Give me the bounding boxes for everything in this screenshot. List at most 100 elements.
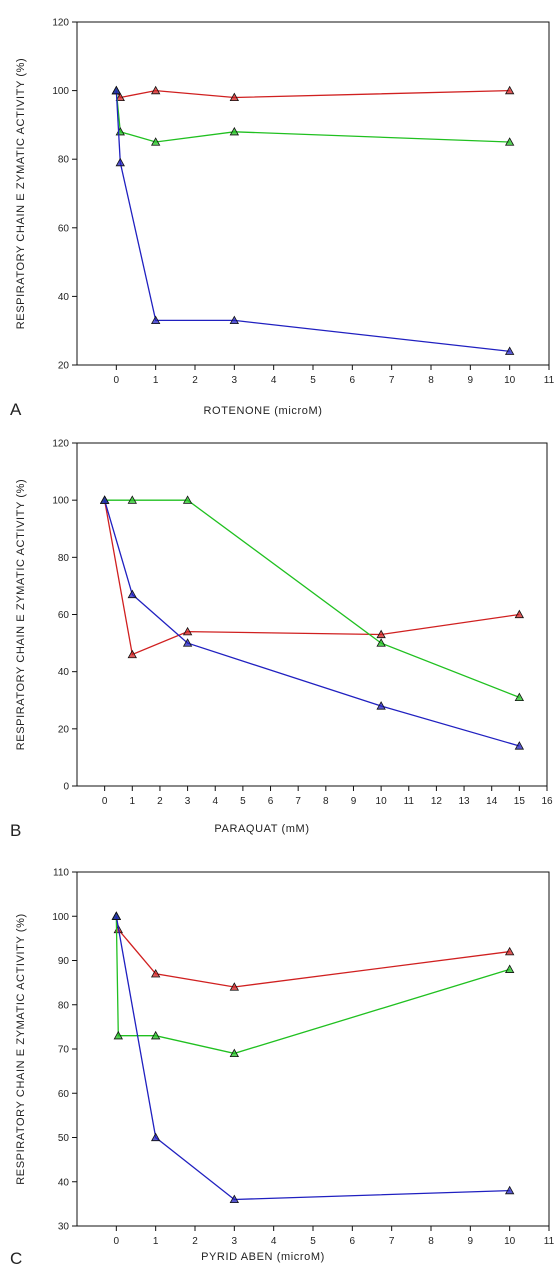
x-tick-label: 2 bbox=[192, 1236, 198, 1247]
series-line bbox=[115, 90, 510, 352]
data-point-marker bbox=[376, 701, 386, 710]
x-axis-title: PYRID ABEN (microM) bbox=[201, 1251, 325, 1263]
x-axis-title: ROTENONE (microM) bbox=[204, 405, 323, 417]
data-point-marker bbox=[504, 85, 515, 95]
data-point-marker bbox=[127, 495, 137, 504]
x-tick-label: 1 bbox=[153, 1236, 159, 1247]
x-tick-label: 11 bbox=[544, 375, 555, 386]
data-point-marker bbox=[514, 692, 525, 701]
x-tick-label: 10 bbox=[504, 1236, 516, 1247]
data-point-marker bbox=[150, 137, 161, 146]
data-point-marker bbox=[113, 1030, 123, 1040]
data-point-marker bbox=[127, 589, 137, 599]
data-point-marker bbox=[150, 1030, 161, 1040]
x-tick-label: 13 bbox=[458, 796, 470, 807]
data-point-marker bbox=[115, 126, 125, 136]
series-line bbox=[115, 90, 510, 143]
series-line bbox=[115, 916, 510, 1055]
x-tick-label: 5 bbox=[310, 375, 316, 386]
y-tick-label: 120 bbox=[52, 439, 69, 450]
x-tick-label: 7 bbox=[295, 796, 301, 807]
x-tick-label: 2 bbox=[157, 796, 163, 807]
series-0 bbox=[99, 495, 525, 659]
x-tick-label: 6 bbox=[350, 375, 356, 386]
series-2 bbox=[99, 495, 525, 750]
data-point-marker bbox=[111, 85, 122, 95]
x-tick-label: 3 bbox=[232, 375, 238, 386]
y-axis-title: RESPIRATORY CHAIN E ZYMATIC ACTIVITY (%) bbox=[15, 58, 27, 330]
x-tick-label: 9 bbox=[351, 796, 357, 807]
x-tick-label: 0 bbox=[114, 375, 120, 386]
y-tick-label: 20 bbox=[58, 361, 70, 372]
data-point-marker bbox=[504, 1185, 515, 1195]
data-point-marker bbox=[99, 495, 110, 504]
data-point-marker bbox=[150, 968, 161, 978]
x-tick-label: 10 bbox=[376, 796, 388, 807]
series-0 bbox=[111, 85, 515, 102]
x-tick-label: 5 bbox=[310, 1236, 316, 1247]
x-tick-label: 15 bbox=[514, 796, 526, 807]
data-point-marker bbox=[504, 346, 515, 355]
series-1 bbox=[99, 495, 525, 701]
x-tick-label: 16 bbox=[541, 796, 553, 807]
data-point-marker bbox=[182, 638, 193, 647]
panel-label: B bbox=[10, 821, 21, 840]
y-axis-title: RESPIRATORY CHAIN E ZYMATIC ACTIVITY (%) bbox=[15, 913, 27, 1185]
x-tick-label: 5 bbox=[240, 796, 246, 807]
series-line bbox=[103, 500, 520, 656]
x-tick-label: 14 bbox=[486, 796, 498, 807]
data-point-marker bbox=[376, 629, 386, 639]
x-tick-label: 2 bbox=[192, 375, 198, 386]
x-tick-label: 10 bbox=[504, 375, 516, 386]
y-tick-label: 100 bbox=[52, 912, 69, 923]
x-tick-label: 3 bbox=[185, 796, 191, 807]
data-point-marker bbox=[504, 946, 515, 956]
x-tick-label: 8 bbox=[428, 375, 434, 386]
series-line bbox=[115, 916, 510, 988]
y-tick-label: 120 bbox=[52, 18, 69, 29]
y-tick-label: 90 bbox=[58, 956, 70, 967]
x-tick-label: 0 bbox=[102, 796, 108, 807]
x-axis-title: PARAQUAT (mM) bbox=[214, 823, 309, 835]
data-point-marker bbox=[229, 1048, 240, 1058]
y-tick-label: 40 bbox=[58, 1177, 70, 1188]
data-point-marker bbox=[115, 157, 125, 167]
data-point-marker bbox=[182, 626, 193, 636]
y-tick-label: 80 bbox=[58, 553, 70, 564]
y-tick-label: 60 bbox=[58, 1089, 70, 1100]
y-tick-label: 100 bbox=[52, 496, 69, 507]
data-point-marker bbox=[504, 137, 515, 146]
data-point-marker bbox=[115, 92, 125, 102]
panel-label: A bbox=[10, 400, 22, 419]
x-tick-label: 4 bbox=[271, 375, 277, 386]
y-tick-label: 20 bbox=[58, 724, 70, 735]
plot-frame bbox=[76, 21, 550, 366]
series-1 bbox=[111, 911, 515, 1058]
x-tick-label: 6 bbox=[268, 796, 274, 807]
x-tick-label: 12 bbox=[431, 796, 443, 807]
data-point-marker bbox=[229, 315, 240, 325]
data-point-marker bbox=[150, 85, 161, 95]
y-tick-label: 30 bbox=[58, 1222, 70, 1233]
y-tick-label: 100 bbox=[52, 86, 69, 97]
x-tick-label: 7 bbox=[389, 1236, 395, 1247]
x-tick-label: 9 bbox=[468, 1236, 474, 1247]
y-tick-label: 70 bbox=[58, 1045, 70, 1056]
data-point-marker bbox=[182, 495, 193, 504]
x-tick-label: 8 bbox=[428, 1236, 434, 1247]
x-tick-label: 1 bbox=[130, 796, 136, 807]
x-tick-label: 3 bbox=[232, 1236, 238, 1247]
x-tick-label: 6 bbox=[350, 1236, 356, 1247]
y-tick-label: 50 bbox=[58, 1133, 70, 1144]
series-line bbox=[104, 499, 520, 699]
series-2 bbox=[111, 85, 515, 355]
data-point-marker bbox=[127, 649, 137, 659]
data-point-marker bbox=[376, 638, 386, 647]
x-tick-label: 4 bbox=[271, 1236, 277, 1247]
data-point-marker bbox=[514, 741, 525, 750]
series-line bbox=[115, 916, 510, 1201]
data-point-marker bbox=[111, 911, 122, 920]
y-tick-label: 60 bbox=[58, 610, 70, 621]
